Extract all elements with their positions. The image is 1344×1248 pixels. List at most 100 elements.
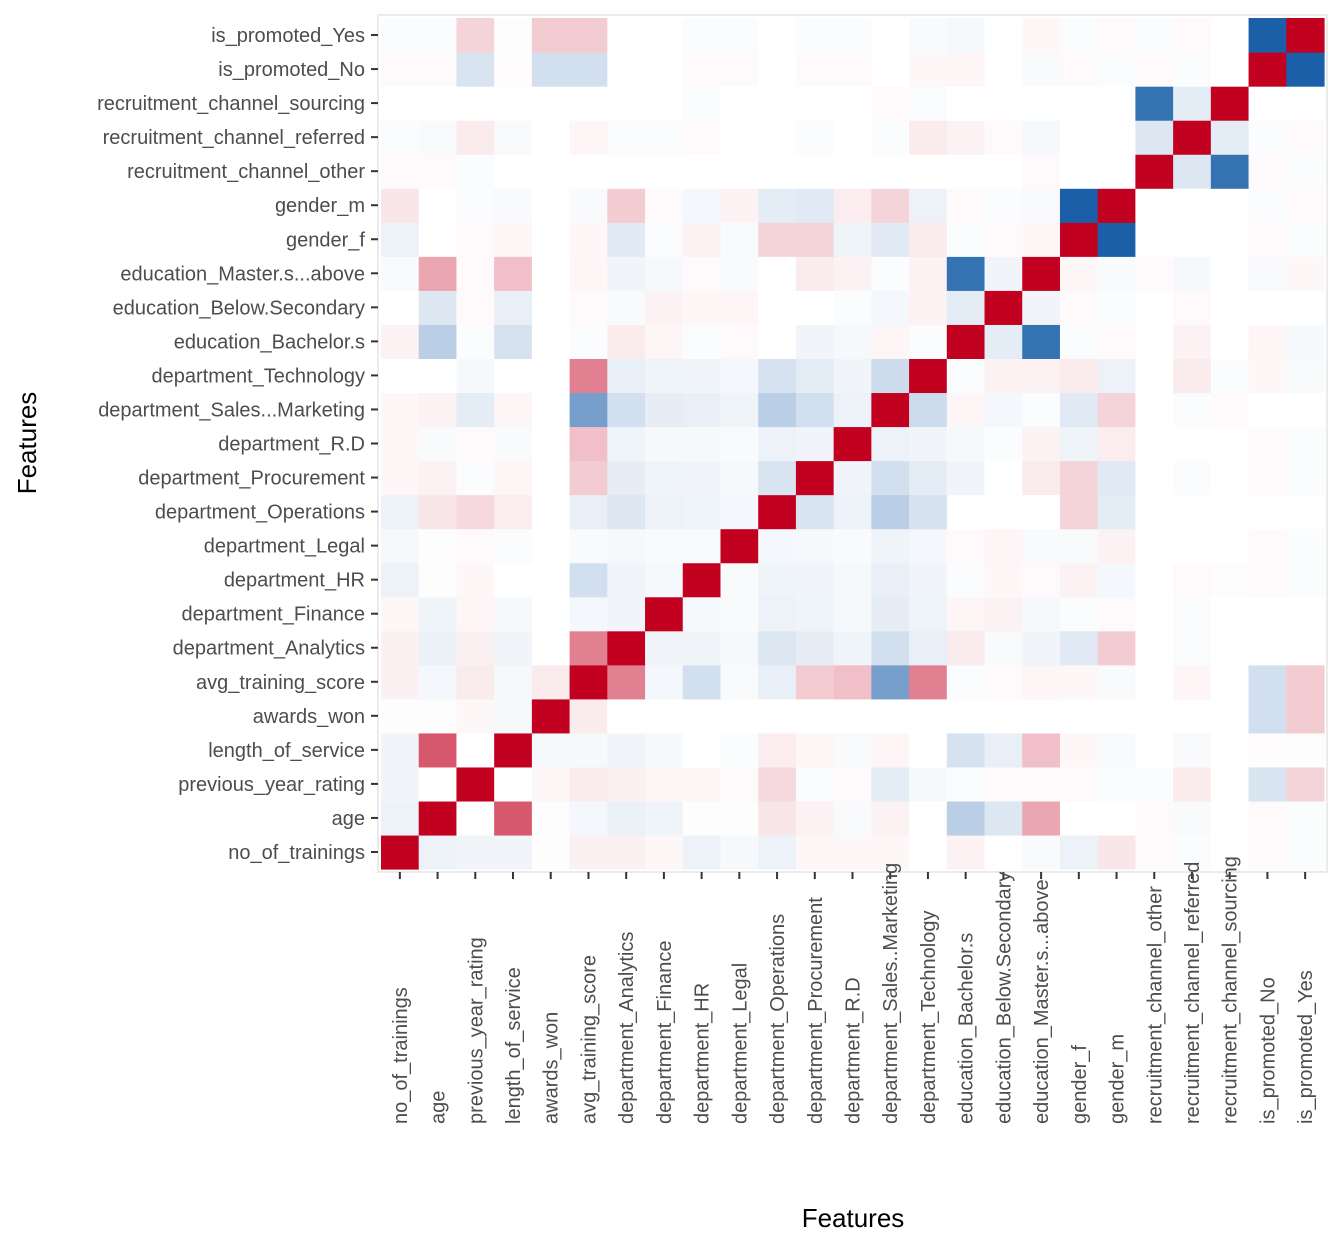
heatmap-cell [946,596,986,632]
heatmap-cell [494,222,533,257]
heatmap-cell [1210,392,1250,428]
heatmap-cell [720,188,759,223]
heatmap-cell [984,596,1023,632]
heatmap-cell [1248,18,1287,53]
heatmap-cell [1173,18,1212,53]
heatmap-cell [871,630,910,666]
heatmap-cell [1173,800,1212,836]
heatmap-cell [833,188,872,223]
y-tick-label: avg_training_score [196,672,365,694]
heatmap-cell [569,630,608,666]
heatmap-cell [1248,358,1287,394]
heatmap-cell [984,222,1023,257]
heatmap-cell [871,256,910,291]
heatmap-cell [381,596,420,632]
heatmap-cell [1059,358,1099,394]
heatmap-cell [1173,528,1212,564]
heatmap-cell [795,800,835,836]
heatmap-cell [1173,596,1212,632]
heatmap-cell [418,188,458,223]
heatmap-cell [682,324,722,359]
heatmap-cell [1286,358,1325,394]
y-tick-label: department_Procurement [138,468,365,490]
heatmap-cell [1173,664,1212,700]
heatmap-cell [682,392,722,428]
x-tick-label: education_Below.Secondary [993,872,1015,1124]
heatmap-cell [720,18,759,53]
heatmap-cell [1210,324,1250,359]
heatmap-cell [871,222,910,257]
heatmap-cell [1135,766,1174,802]
heatmap-cell [456,154,495,189]
heatmap-cell [1059,120,1099,155]
heatmap-cell [682,18,722,53]
heatmap-cell [381,664,420,700]
heatmap-cell [381,426,420,462]
heatmap-cell [833,52,872,87]
heatmap-cell [1248,86,1287,121]
x-tick-label: gender_m [1107,1034,1129,1124]
heatmap-cell [418,562,458,598]
heatmap-cell [418,18,458,53]
heatmap-cell [909,52,948,87]
heatmap-cell [984,392,1023,428]
y-tick-label: department_Analytics [173,638,365,660]
heatmap-cell [984,630,1023,666]
heatmap-cell [569,324,608,359]
heatmap-cell [1210,86,1250,121]
y-tick-label: is_promoted_Yes [211,25,365,47]
heatmap-cell [418,358,458,394]
heatmap-cell [1173,358,1212,394]
heatmap-cell [1135,596,1174,632]
heatmap-cell [984,834,1023,870]
heatmap-cell [758,290,797,325]
heatmap-cell [645,664,684,700]
heatmap-cell [984,698,1023,734]
heatmap-cell [418,834,458,870]
y-tick-label: department_Technology [152,365,365,387]
heatmap-cell [1135,460,1174,496]
heatmap-cell [569,698,608,734]
heatmap-cell [871,562,910,598]
heatmap-cell [1022,154,1061,189]
y-axis: no_of_trainings age previous_year_rating le… [97,25,378,864]
heatmap-cell [381,222,420,257]
heatmap-cell [682,664,722,700]
heatmap-cell [1022,494,1061,530]
heatmap-cell [1059,290,1099,325]
heatmap-cell [569,256,608,291]
heatmap-cell [1022,256,1061,291]
heatmap-cell [720,460,759,496]
heatmap-cell [1059,426,1099,462]
heatmap-cell [531,494,571,530]
heatmap-cell [418,86,458,121]
y-tick-label: length_of_service [208,740,365,762]
heatmap-cell [645,188,684,223]
heatmap-cell [569,426,608,462]
heatmap-cell [946,426,986,462]
heatmap-cell [795,52,835,87]
heatmap-cell [569,732,608,768]
heatmap-cell [871,800,910,836]
heatmap-cell [795,528,835,564]
x-axis-title: Features [802,1203,905,1233]
heatmap-cell [909,800,948,836]
heatmap-cell [871,834,910,870]
heatmap-cell [1135,800,1174,836]
heatmap-cell [1097,426,1136,462]
heatmap-cell [1059,528,1099,564]
heatmap-cell [720,120,759,155]
heatmap-cell [909,494,948,530]
heatmap-cell [569,86,608,121]
heatmap-cell [946,290,986,325]
heatmap-cell [795,18,835,53]
heatmap-cell [720,290,759,325]
heatmap-cell [946,732,986,768]
heatmap-cell [1135,528,1174,564]
heatmap-cell [531,630,571,666]
heatmap-cell [456,800,495,836]
heatmap-cell [645,358,684,394]
x-tick-label: awards_won [541,1012,563,1124]
heatmap-cell [682,222,722,257]
x-tick-label: avg_training_score [578,955,600,1124]
